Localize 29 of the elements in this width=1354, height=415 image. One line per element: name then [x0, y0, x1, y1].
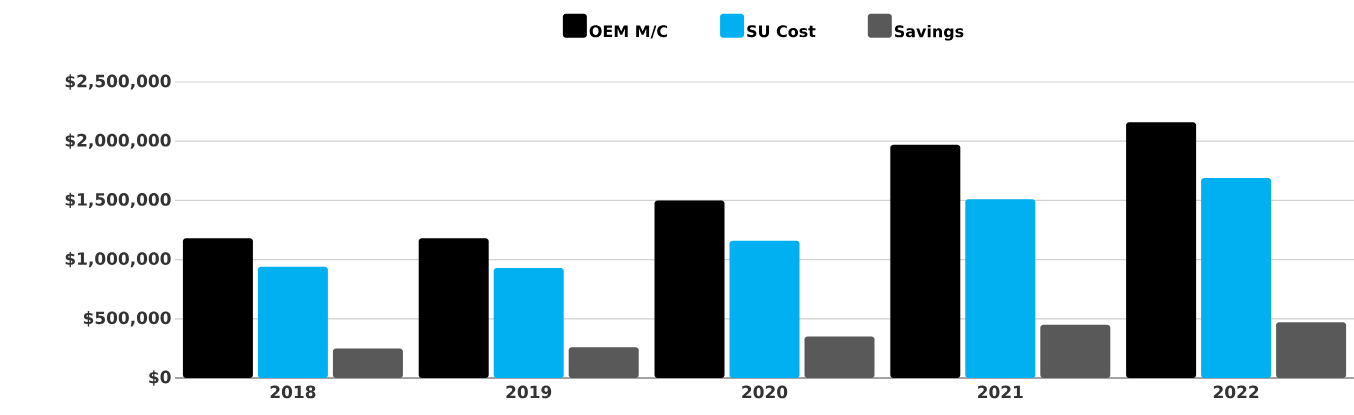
- x-tick-label: 2018: [270, 385, 316, 399]
- legend-label: Savings: [894, 25, 964, 41]
- y-tick-label: $2,000,000: [65, 133, 171, 149]
- bar: [890, 144, 961, 378]
- bar: [257, 266, 328, 378]
- bar: [568, 347, 639, 378]
- bar: [332, 348, 403, 378]
- x-tick-label: 2019: [506, 385, 552, 399]
- x-tick-label: 2021: [978, 385, 1023, 399]
- bar: [1201, 177, 1272, 378]
- y-tick-label: $0: [149, 370, 171, 386]
- legend-label: SU Cost: [747, 25, 816, 38]
- legend-label: OEM M/C: [589, 25, 668, 39]
- y-tick-label: $1,000,000: [65, 251, 171, 268]
- y-tick-label: $1,500,000: [65, 192, 171, 209]
- x-tick-label: 2022: [1213, 385, 1259, 399]
- bar: [1040, 324, 1111, 378]
- x-tick-label: 2020: [742, 385, 788, 399]
- bar: [493, 267, 564, 378]
- bar: [418, 238, 489, 378]
- y-tick-label: $500,000: [83, 311, 171, 327]
- bar: [654, 200, 725, 378]
- bar: [1276, 322, 1347, 378]
- bar: [965, 199, 1036, 378]
- bar: [1126, 122, 1197, 378]
- bar: [804, 336, 875, 378]
- bar: [182, 238, 253, 378]
- y-tick-label: $2,500,000: [65, 74, 171, 90]
- bar: [729, 240, 800, 378]
